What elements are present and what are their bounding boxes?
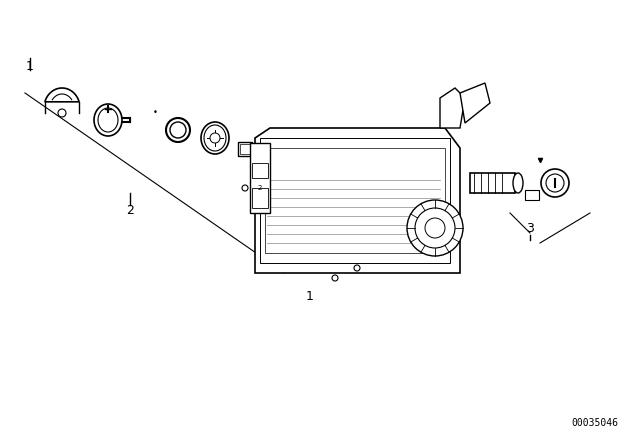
- Text: 1: 1: [26, 60, 34, 73]
- Circle shape: [425, 218, 445, 238]
- Polygon shape: [440, 88, 465, 128]
- Bar: [525, 190, 539, 200]
- Bar: [252, 188, 268, 208]
- Bar: [470, 173, 515, 193]
- Polygon shape: [45, 88, 79, 102]
- Circle shape: [332, 275, 338, 281]
- Ellipse shape: [513, 173, 523, 193]
- Circle shape: [58, 109, 66, 117]
- Circle shape: [546, 174, 564, 192]
- Circle shape: [407, 200, 463, 256]
- Circle shape: [354, 265, 360, 271]
- Circle shape: [541, 169, 569, 197]
- Bar: [265, 148, 445, 253]
- Circle shape: [242, 185, 248, 191]
- Bar: [252, 163, 268, 178]
- Text: 00035046: 00035046: [572, 418, 618, 428]
- Text: 1: 1: [306, 289, 314, 302]
- Circle shape: [210, 133, 220, 143]
- Bar: [238, 142, 252, 156]
- Polygon shape: [460, 83, 490, 123]
- Ellipse shape: [204, 125, 226, 151]
- Ellipse shape: [98, 108, 118, 132]
- Polygon shape: [255, 128, 460, 273]
- Circle shape: [166, 118, 190, 142]
- Bar: [240, 144, 250, 154]
- Text: •: •: [152, 108, 157, 116]
- Polygon shape: [250, 143, 270, 213]
- Circle shape: [415, 208, 455, 248]
- Bar: [260, 138, 450, 263]
- Circle shape: [170, 122, 186, 138]
- Ellipse shape: [94, 104, 122, 136]
- Text: 2: 2: [126, 203, 134, 216]
- Ellipse shape: [201, 122, 229, 154]
- Text: 2: 2: [258, 185, 262, 191]
- Text: 3: 3: [526, 221, 534, 234]
